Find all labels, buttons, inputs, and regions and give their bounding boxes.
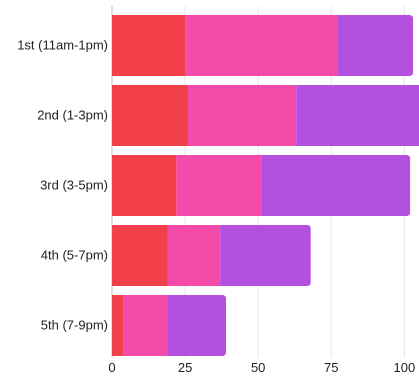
bar-segment: [337, 15, 414, 76]
bar-segment: [112, 295, 124, 356]
bar-segment: [112, 85, 189, 146]
bar-segment: [220, 225, 311, 286]
x-tick-label: 25: [178, 360, 192, 375]
bar-segment: [123, 295, 168, 356]
x-tick-label: 0: [108, 360, 115, 375]
category-label: 5th (7-9pm): [41, 318, 108, 333]
x-tick-label: 100: [394, 360, 416, 375]
bar-segment: [188, 85, 297, 146]
bars: [112, 15, 419, 356]
bar-group: [112, 85, 419, 146]
category-label: 2nd (1-3pm): [37, 108, 108, 123]
bar-segment: [176, 155, 262, 216]
category-labels: 1st (11am-1pm) 2nd (1-3pm) 3rd (3-5pm) 4th …: [17, 38, 108, 333]
bar-segment: [167, 295, 227, 356]
bar-segment: [261, 155, 411, 216]
bar-segment: [167, 225, 221, 286]
bar-segment: [185, 15, 338, 76]
x-tick-label: 50: [251, 360, 265, 375]
bar-group: [112, 225, 311, 286]
bar-segment: [296, 85, 419, 146]
category-label: 4th (5-7pm): [41, 248, 108, 263]
bar-segment: [112, 225, 168, 286]
bar-segment: [112, 155, 177, 216]
bar-segment: [112, 15, 186, 76]
bar-group: [112, 295, 227, 356]
bar-group: [112, 155, 411, 216]
x-axis-ticks: 0 25 50 75 100: [108, 360, 415, 375]
x-tick-label: 75: [324, 360, 338, 375]
category-label: 3rd (3-5pm): [40, 178, 108, 193]
bar-group: [112, 15, 414, 76]
category-label: 1st (11am-1pm): [17, 38, 108, 53]
